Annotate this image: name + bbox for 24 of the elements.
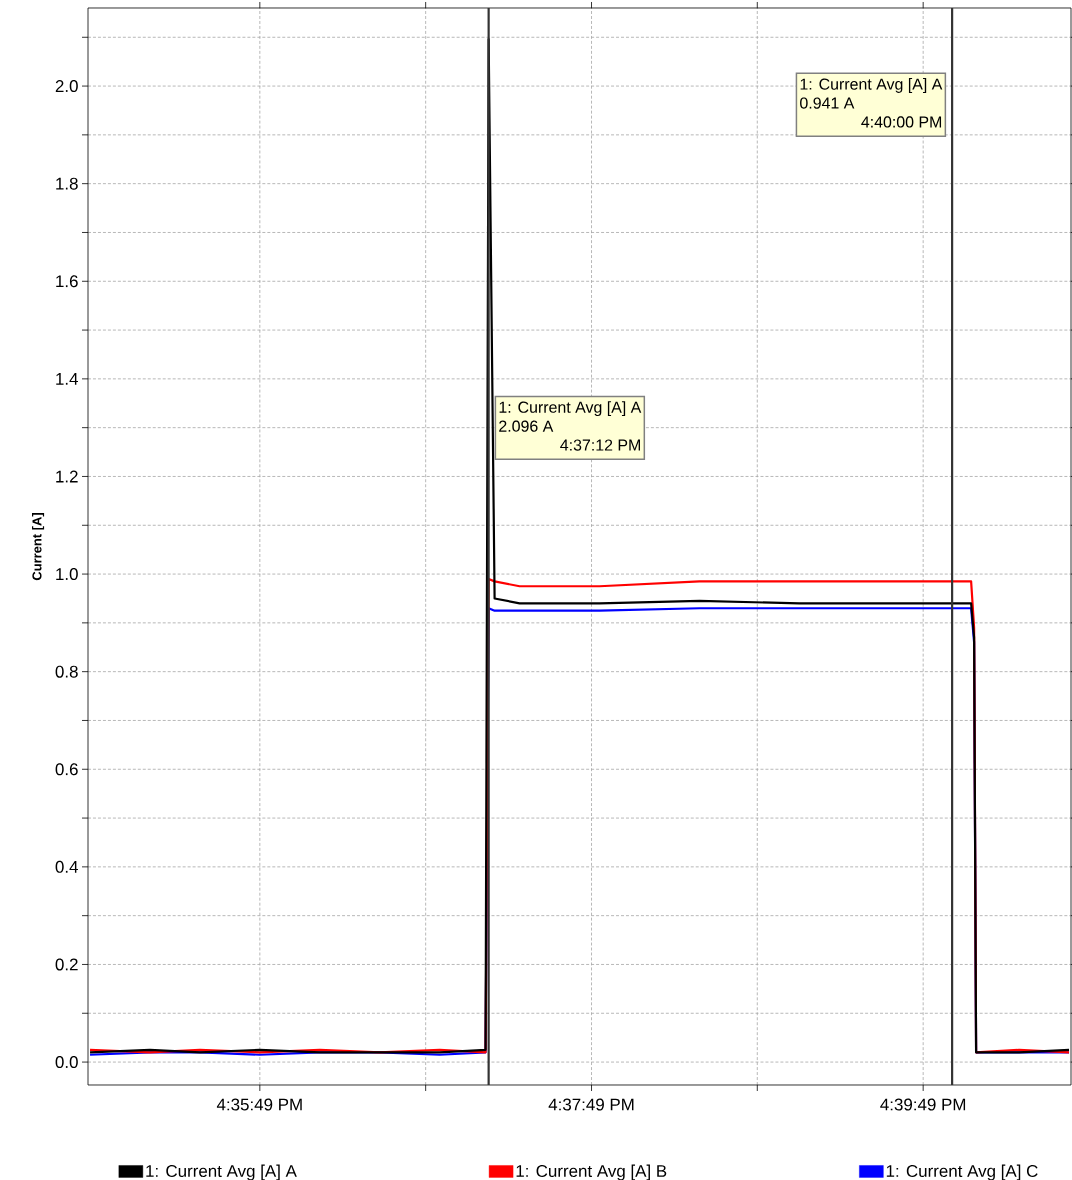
legend-label: 1: Current Avg [A] B: [516, 1164, 667, 1180]
y-tick-label: 0.0: [55, 1056, 78, 1069]
y-tick-label: 2.0: [55, 80, 78, 93]
y-tick-label: 0.2: [55, 958, 78, 971]
annotation: 4:37:12 PM: [560, 439, 640, 451]
y-tick-label: 0.8: [55, 665, 78, 678]
y-tick-label: 1.6: [56, 275, 78, 288]
annotation: 4:40:00 PM: [861, 116, 942, 128]
y-axis-title: Current [A]: [32, 513, 45, 581]
y-tick-label: 1.4: [56, 373, 78, 385]
annotation: 1: Current Avg [A] A: [499, 401, 642, 417]
x-tick-label: 4:39:49 PM: [880, 1098, 966, 1111]
y-tick-label: 0.4: [55, 860, 78, 873]
annotation: 1: Current Avg [A] A: [800, 78, 943, 93]
x-tick-label: 4:35:49 PM: [216, 1098, 302, 1111]
annotation: 2.096 A: [499, 420, 554, 432]
annotation: 0.941 A: [800, 97, 855, 109]
y-tick-label: 0.6: [55, 763, 78, 776]
x-tick-label: 4:37:49 PM: [548, 1098, 634, 1111]
legend-label: 1: Current Avg [A] A: [146, 1164, 297, 1180]
legend-label: 1: Current Avg [A] C: [886, 1164, 1038, 1180]
y-tick-label: 1.2: [56, 470, 78, 483]
y-tick-label: 1.8: [56, 177, 78, 190]
y-tick-label: 1.0: [56, 568, 78, 581]
